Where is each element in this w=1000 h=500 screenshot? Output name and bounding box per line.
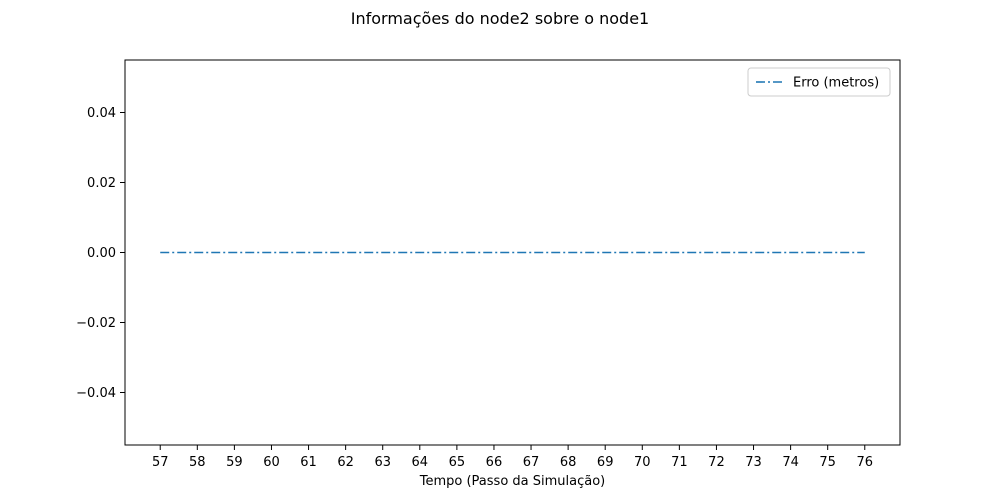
y-tick-label: −0.04 [76, 386, 116, 401]
y-tick-label: −0.02 [76, 316, 116, 331]
x-axis-label: Tempo (Passo da Simulação) [419, 474, 606, 489]
x-tick-label: 59 [226, 455, 243, 470]
x-tick-label: 69 [597, 455, 614, 470]
x-tick-label: 70 [634, 455, 651, 470]
x-tick-label: 75 [819, 455, 836, 470]
legend-label: Erro (metros) [793, 76, 879, 91]
plot-frame [124, 59, 901, 446]
x-tick-label: 66 [486, 455, 503, 470]
x-tick-label: 63 [374, 455, 391, 470]
x-tick-label: 67 [523, 455, 540, 470]
chart-title: Informações do node2 sobre o node1 [351, 9, 649, 28]
y-tick-label: 0.04 [87, 106, 116, 121]
x-tick-label: 72 [708, 455, 725, 470]
x-tick-label: 61 [300, 455, 317, 470]
x-tick-label: 62 [337, 455, 354, 470]
x-tick-label: 57 [152, 455, 169, 470]
x-tick-label: 68 [560, 455, 577, 470]
legend-box [747, 67, 891, 97]
y-tick-label: 0.02 [87, 176, 116, 191]
x-tick-label: 71 [671, 455, 688, 470]
x-tick-label: 60 [263, 455, 280, 470]
plot-area: −0.04 −0.02 0.00 0.02 0.04 57 58 59 60 61 62 63 64 65… [76, 59, 901, 470]
x-tick-label: 65 [449, 455, 466, 470]
x-tick-label: 64 [412, 455, 429, 470]
x-tick-label: 73 [745, 455, 762, 470]
x-tick-label: 58 [189, 455, 206, 470]
x-tick-label: 76 [856, 455, 873, 470]
y-tick-label: 0.00 [87, 246, 116, 261]
x-tick-label: 74 [782, 455, 799, 470]
